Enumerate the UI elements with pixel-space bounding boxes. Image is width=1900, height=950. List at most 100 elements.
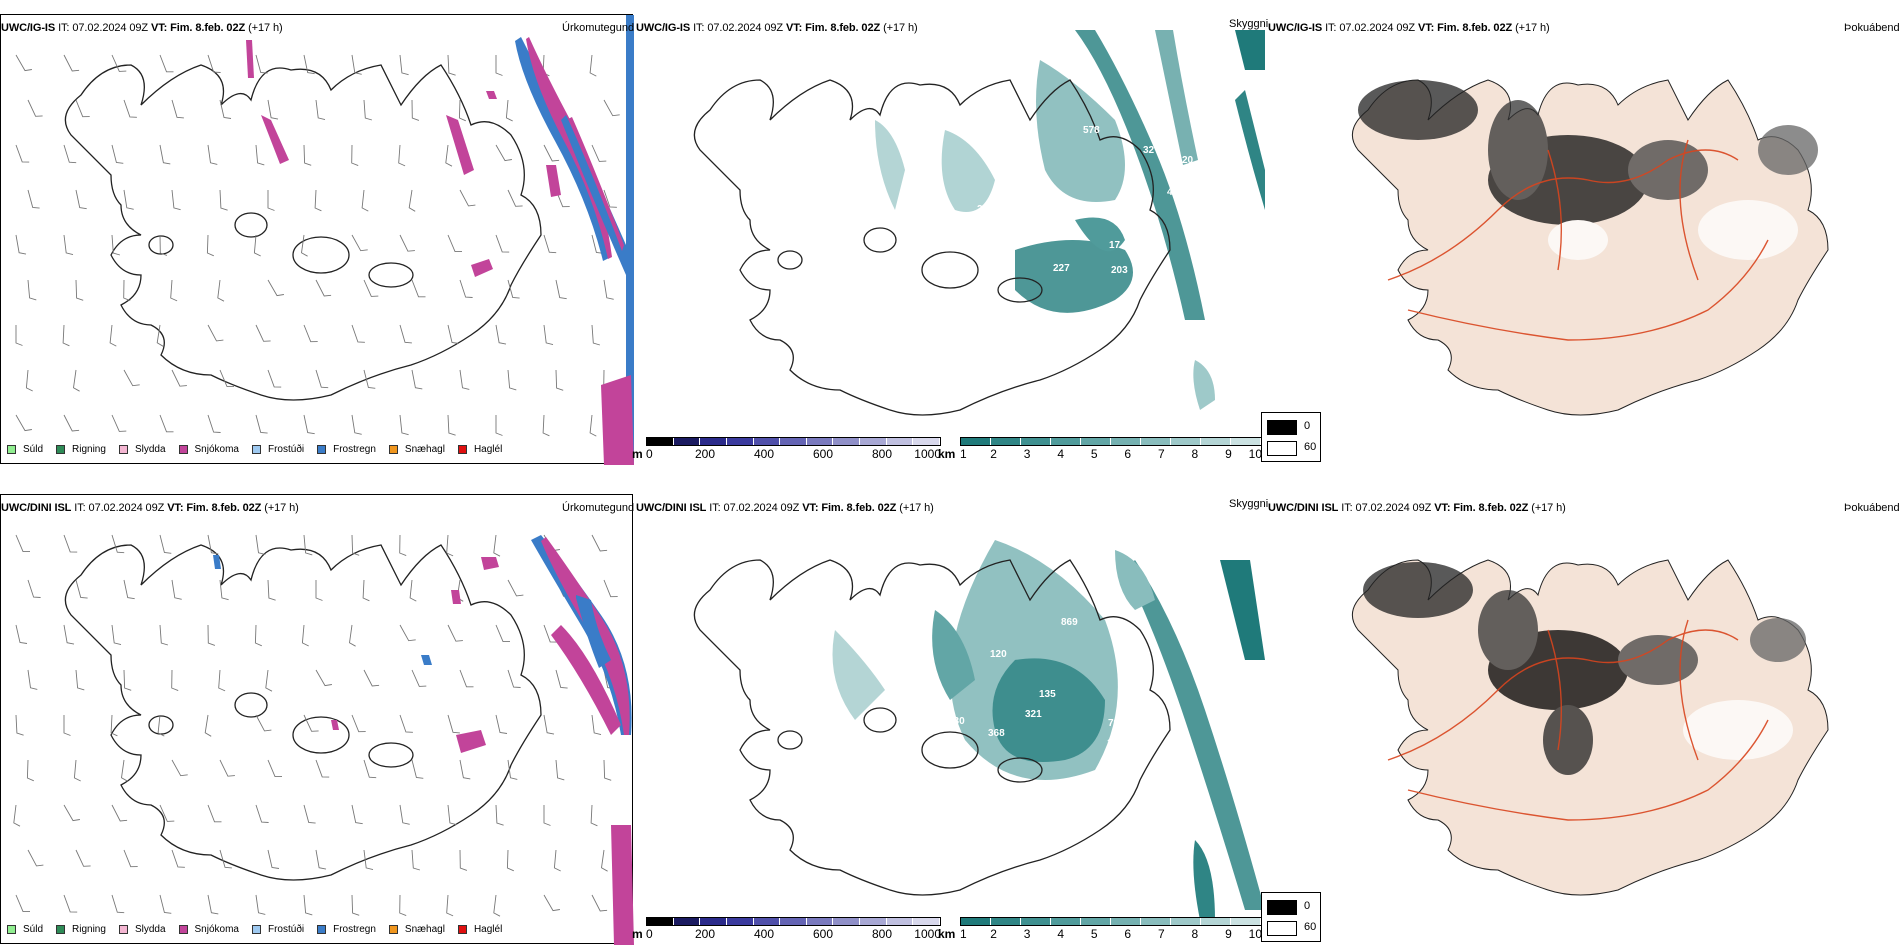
wind-barb (219, 189, 228, 211)
legend-swatch (7, 925, 16, 934)
wind-barb (123, 579, 135, 600)
legend-item: Frostregn (317, 924, 376, 935)
it-value: 07.02.2024 09Z (72, 22, 149, 34)
wind-barb (314, 189, 322, 212)
vt-label: VT: (802, 502, 819, 514)
fog-index-map-ig (1268, 30, 1900, 440)
wind-barb (411, 759, 424, 779)
legend-swatch (1267, 921, 1297, 936)
wind-barb (303, 324, 318, 343)
wind-barb (15, 234, 27, 255)
wind-barb (15, 414, 32, 432)
wind-barb (207, 54, 221, 73)
colorbar-swatch (1051, 918, 1081, 925)
visibility-label: 32 (1143, 145, 1155, 156)
colorbar-swatch (673, 438, 701, 445)
model-name: UWC/IG-IS (1, 22, 56, 34)
wind-barb (207, 534, 219, 555)
wind-barb (159, 234, 168, 256)
wind-barb (267, 579, 276, 601)
colorbar-swatch (1081, 918, 1111, 925)
colorbar-swatch (913, 438, 941, 445)
wind-barb (603, 579, 618, 598)
wind-barb (543, 324, 554, 346)
legend-swatch (317, 445, 327, 454)
wind-barb (409, 579, 417, 602)
it-label: IT: (58, 22, 70, 34)
wind-barb (255, 534, 266, 555)
wind-barb (109, 324, 117, 347)
lead-time: (+17 h) (883, 22, 918, 34)
wind-barb (507, 189, 523, 207)
colorbar-tick-label: 0 (646, 927, 653, 941)
wind-barb (75, 579, 88, 599)
colorbar-tick-label: 3 (1023, 447, 1031, 461)
colorbar-tick-label: 600 (812, 447, 834, 461)
colorbar-tick-label: 1 (960, 447, 967, 461)
colorbar-swatch (991, 918, 1021, 925)
wind-barb (591, 324, 601, 346)
wind-barb (555, 189, 570, 208)
panel-title: Úrkomutegund (562, 502, 635, 514)
wind-barb (399, 234, 415, 252)
wind-barb (351, 414, 362, 435)
wind-barb (303, 714, 319, 732)
colorbar-swatch (1141, 918, 1171, 925)
wind-barb (75, 99, 90, 118)
panel-header: UWC/DINI ISL IT: 07.02.2024 09Z VT: Fim.… (1, 502, 299, 514)
visibility-label: 368 (988, 728, 1005, 739)
wind-barb (219, 579, 229, 601)
wind-barb (445, 144, 453, 167)
precip-type-legend: Súld Rigning Slydda Snjókoma Frostúði Fr… (7, 444, 515, 455)
wind-barb (111, 804, 128, 822)
colorbar-tick-label: 10 (1248, 927, 1262, 941)
legend-swatch (457, 445, 467, 454)
wind-barb (363, 669, 380, 687)
wind-barb (505, 99, 513, 122)
colorbar-swatch (1231, 438, 1261, 445)
wind-barb (507, 579, 524, 597)
fog-index-map-dini (1268, 510, 1900, 920)
colorbar-swatch (1171, 918, 1201, 925)
colorbar-tick-label: 7 (1157, 927, 1165, 941)
wind-barb (207, 324, 224, 342)
legend-swatch (56, 925, 66, 934)
visibility-unit: km (938, 447, 956, 461)
it-label: IT: (693, 22, 705, 34)
wind-barb (123, 279, 131, 302)
wind-barb (255, 894, 266, 915)
legend-swatch (178, 925, 188, 934)
colorbar-swatch (833, 438, 861, 445)
wind-barb (159, 534, 172, 554)
legend-label: Súld (23, 444, 44, 455)
wind-barb (555, 759, 565, 781)
wind-barb (555, 369, 564, 391)
wind-barb (303, 144, 312, 166)
wind-barb (493, 894, 501, 917)
wind-barb (170, 279, 178, 302)
wind-barb (303, 534, 313, 556)
colorbar-swatch (753, 918, 781, 925)
colorbar-swatch (753, 438, 781, 445)
panel-header: UWC/IG-IS IT: 07.02.2024 09Z VT: Fim. 8.… (636, 22, 918, 34)
wind-barb (267, 190, 275, 211)
colorbar-swatch (1021, 438, 1051, 445)
wind-barb (159, 894, 172, 914)
wind-barb (351, 234, 368, 252)
wind-barb (399, 534, 407, 557)
wind-barb (495, 144, 512, 162)
wind-barb (315, 759, 330, 778)
wind-barb (27, 189, 40, 209)
precip-type-map-dini: Súld Rigning Slydda Snjókoma Frostúði Fr… (0, 494, 634, 945)
wind-barb (591, 144, 607, 162)
wind-barb (351, 804, 363, 825)
wind-barb (447, 54, 456, 76)
visibility-label: 40 (1167, 187, 1179, 198)
it-label: IT: (1341, 502, 1353, 514)
vt-label: VT: (786, 22, 803, 34)
legend-swatch (251, 445, 261, 454)
legend-label: Snæhagl (404, 924, 445, 935)
colorbar-tick-label: 400 (753, 927, 775, 941)
colorbar-swatch (860, 918, 887, 925)
vt-value: Fim. 8.feb. 02Z (170, 22, 246, 34)
